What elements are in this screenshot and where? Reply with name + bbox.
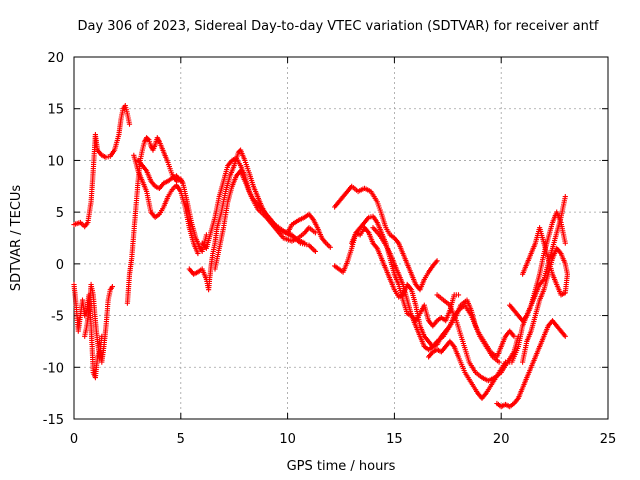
x-tick-label: 20 — [493, 432, 510, 447]
series-arc-17 — [494, 318, 568, 410]
data-point-markers — [370, 225, 502, 365]
series-arc-5 — [131, 152, 201, 257]
x-tick-label: 15 — [386, 432, 403, 447]
y-tick-label: 15 — [47, 103, 64, 118]
data-point-markers — [494, 318, 568, 410]
y-tick-label: -15 — [43, 413, 64, 428]
series-arc-15 — [426, 194, 568, 401]
y-tick-label: 5 — [56, 206, 64, 221]
axis-ticks: 0 5 10 15 20 25 20 15 10 5 0 -5 -10 -15 — [43, 51, 617, 447]
series-arc-14 — [370, 225, 502, 365]
series-arc-16 — [434, 292, 521, 384]
data-point-markers — [520, 225, 570, 365]
y-tick-label: 10 — [47, 154, 64, 169]
series-arc-1 — [71, 103, 133, 230]
series-arc-13 — [349, 225, 517, 360]
data-point-markers — [135, 157, 184, 191]
data-point-markers — [426, 194, 568, 401]
data-point-markers — [186, 147, 308, 293]
data-point-markers — [434, 292, 521, 384]
data-point-markers — [71, 103, 133, 230]
x-axis-label: GPS time / hours — [287, 459, 396, 474]
y-tick-label: 20 — [47, 51, 64, 66]
series-arc-3 — [82, 281, 105, 360]
data-point-markers — [349, 225, 517, 360]
y-tick-label: -5 — [51, 310, 64, 325]
x-tick-label: 10 — [279, 432, 296, 447]
series-arc-6 — [135, 157, 184, 191]
series-arc-7 — [186, 147, 308, 293]
data-point-markers — [332, 183, 440, 293]
series-arc-9 — [212, 168, 318, 272]
series-arc-10 — [285, 211, 333, 250]
series-arc-19 — [507, 209, 568, 324]
x-tick-label: 5 — [177, 432, 185, 447]
data-point-markers — [131, 152, 201, 257]
chart-title: Day 306 of 2023, Sidereal Day-to-day VTE… — [77, 19, 598, 34]
plot-frame — [73, 56, 609, 420]
data-point-markers — [212, 168, 318, 272]
data-point-markers — [507, 209, 568, 324]
x-tick-label: 0 — [70, 432, 78, 447]
data-point-markers — [124, 135, 209, 306]
series-arc-4 — [124, 135, 209, 306]
x-tick-label: 25 — [600, 432, 617, 447]
y-axis-label: SDTVAR / TECUs — [9, 185, 24, 292]
series-arc-11 — [332, 183, 440, 293]
data-points — [71, 103, 570, 410]
grid — [74, 57, 608, 419]
y-tick-label: -10 — [43, 361, 64, 376]
data-point-markers — [82, 281, 105, 360]
data-point-markers — [285, 211, 333, 250]
y-tick-label: 0 — [56, 258, 64, 273]
series-arc-18 — [520, 225, 570, 365]
